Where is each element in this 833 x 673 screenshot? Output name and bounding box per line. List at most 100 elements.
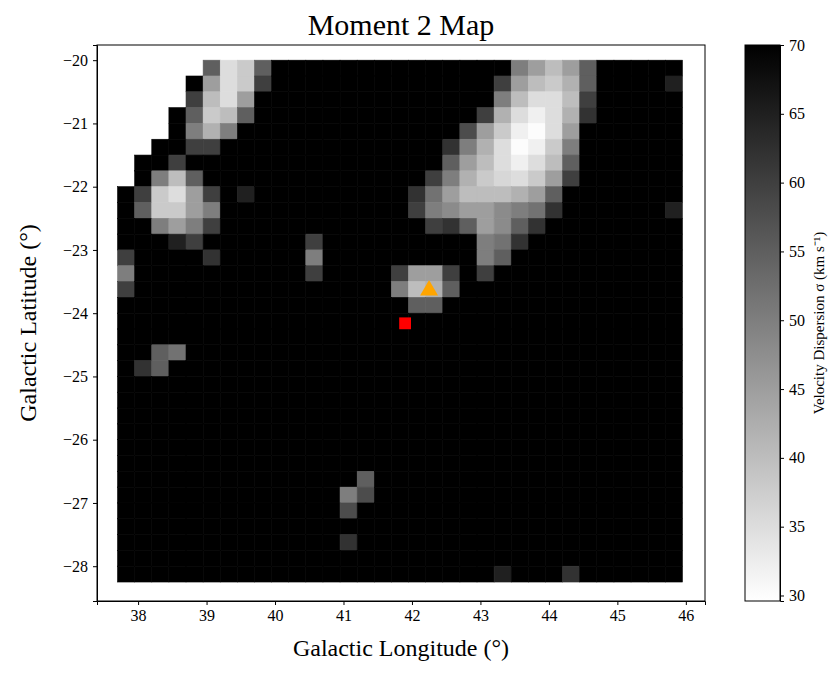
heatmap-cell (289, 345, 306, 361)
heatmap-cell (426, 218, 443, 234)
heatmap-cell (374, 456, 391, 472)
heatmap-cell (597, 361, 614, 377)
heatmap-cell (186, 519, 203, 535)
heatmap-cell (152, 234, 169, 250)
heatmap-cell (152, 376, 169, 392)
tick-label: 65 (789, 105, 805, 122)
heatmap-cell (665, 218, 682, 234)
heatmap-cell (340, 203, 357, 219)
heatmap-cell (631, 440, 648, 456)
heatmap-cell (545, 250, 562, 266)
heatmap-cell (203, 313, 220, 329)
heatmap-cell (254, 297, 271, 313)
heatmap-cell (237, 550, 254, 566)
heatmap-cell (477, 345, 494, 361)
heatmap-cell (443, 456, 460, 472)
heatmap-cell (272, 108, 289, 124)
heatmap-cell (289, 424, 306, 440)
heatmap-cell (169, 519, 186, 535)
heatmap-cell (220, 139, 237, 155)
heatmap-cell (203, 171, 220, 187)
heatmap-cell (186, 440, 203, 456)
heatmap-cell (511, 471, 528, 487)
heatmap-cell (477, 123, 494, 139)
heatmap-cell (494, 76, 511, 92)
heatmap-cell (511, 487, 528, 503)
heatmap-cell (289, 155, 306, 171)
heatmap-cell (306, 139, 323, 155)
tick-mark (93, 187, 97, 188)
heatmap-cell (528, 139, 545, 155)
heatmap-cell (152, 535, 169, 551)
heatmap-cell (665, 282, 682, 298)
heatmap-cell (511, 313, 528, 329)
heatmap-cell (186, 139, 203, 155)
heatmap-cell (409, 297, 426, 313)
heatmap-cell (357, 519, 374, 535)
heatmap-cell (528, 471, 545, 487)
heatmap-cell (580, 155, 597, 171)
heatmap-cell (597, 203, 614, 219)
heatmap-cell (409, 392, 426, 408)
heatmap-cell (203, 424, 220, 440)
heatmap-cell (323, 408, 340, 424)
heatmap-cell (545, 376, 562, 392)
heatmap-cell (511, 171, 528, 187)
heatmap-cell (426, 519, 443, 535)
heatmap-cell (289, 60, 306, 76)
marker-square (399, 317, 411, 329)
heatmap-cell (272, 456, 289, 472)
heatmap-cell (648, 60, 665, 76)
heatmap-cell (614, 92, 631, 108)
heatmap-cell (597, 187, 614, 203)
heatmap-cell (648, 361, 665, 377)
heatmap-cell (289, 519, 306, 535)
heatmap-cell (118, 487, 135, 503)
heatmap-cell (391, 139, 408, 155)
heatmap-cell (237, 60, 254, 76)
tick-mark (780, 458, 784, 459)
heatmap-cell (374, 408, 391, 424)
heatmap-cell (597, 487, 614, 503)
heatmap-cell (391, 76, 408, 92)
heatmap-cell (563, 456, 580, 472)
heatmap-cell (391, 487, 408, 503)
heatmap-cell (631, 297, 648, 313)
heatmap-cell (289, 408, 306, 424)
heatmap-cell (545, 519, 562, 535)
heatmap-cell (186, 203, 203, 219)
heatmap-cell (220, 424, 237, 440)
heatmap-cell (409, 440, 426, 456)
heatmap-cell (340, 60, 357, 76)
heatmap-cell (118, 456, 135, 472)
heatmap-cell (563, 503, 580, 519)
heatmap-cell (220, 440, 237, 456)
heatmap-cell (289, 503, 306, 519)
heatmap-cell (614, 313, 631, 329)
heatmap-cell (254, 250, 271, 266)
heatmap-cell (289, 76, 306, 92)
tick-mark (93, 123, 97, 124)
tick-mark (780, 114, 784, 115)
heatmap-cell (614, 123, 631, 139)
heatmap-cell (528, 60, 545, 76)
heatmap-cell (563, 171, 580, 187)
heatmap-cell (323, 92, 340, 108)
heatmap-cell (426, 92, 443, 108)
heatmap-cell (511, 282, 528, 298)
heatmap-cell (528, 297, 545, 313)
heatmap-cell (340, 519, 357, 535)
heatmap-cell (169, 408, 186, 424)
heatmap-cell (563, 313, 580, 329)
heatmap-cell (323, 266, 340, 282)
heatmap-cell (203, 297, 220, 313)
tick: −27 (63, 495, 97, 512)
heatmap-cell (237, 266, 254, 282)
heatmap-cell (631, 535, 648, 551)
heatmap-cell (528, 376, 545, 392)
heatmap-cell (357, 535, 374, 551)
heatmap-cell (494, 92, 511, 108)
heatmap-cell (306, 456, 323, 472)
heatmap-cell (409, 234, 426, 250)
heatmap-cell (237, 329, 254, 345)
